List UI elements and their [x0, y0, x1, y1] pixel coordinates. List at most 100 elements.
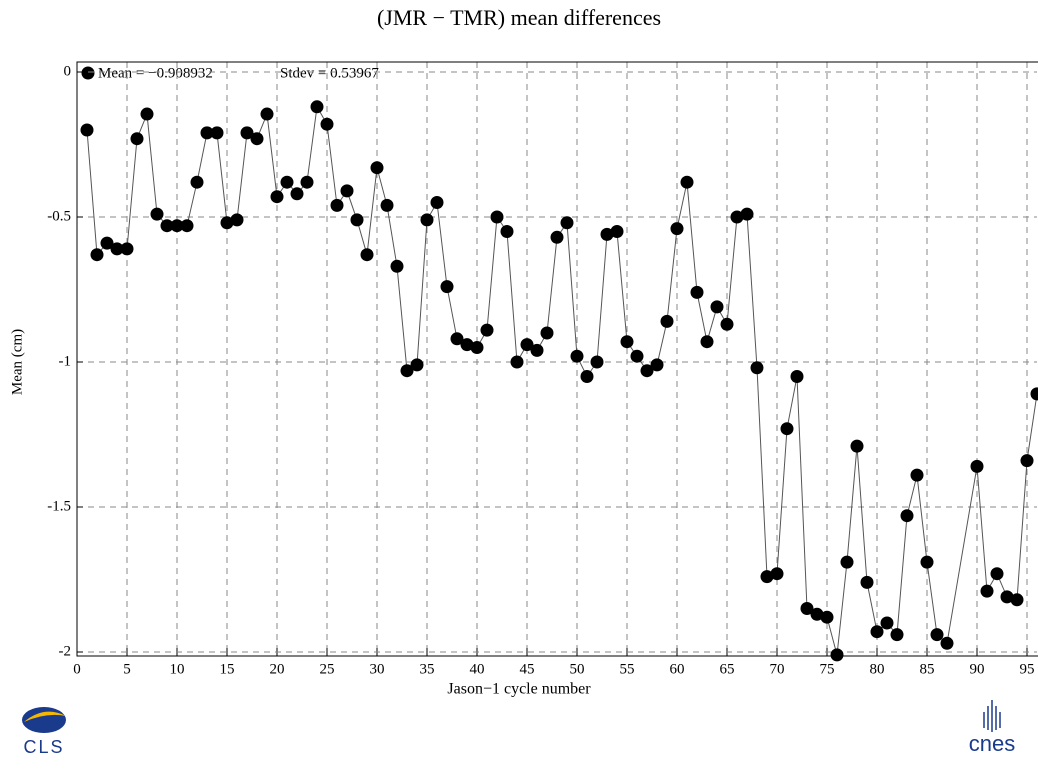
data-point [80, 123, 94, 137]
data-point [710, 300, 724, 314]
data-point [490, 210, 504, 224]
data-point [620, 335, 634, 349]
data-point [180, 219, 194, 233]
data-point [560, 216, 574, 230]
data-point [850, 439, 864, 453]
data-point [580, 370, 594, 383]
data-point [100, 236, 114, 250]
chart-title: (JMR − TMR) mean differences [377, 5, 661, 30]
annotation: Mean = −0.908932 [98, 65, 213, 81]
data-point [460, 338, 474, 352]
data-point [160, 219, 174, 233]
cls-logo: CLS [22, 707, 66, 757]
data-point [330, 198, 344, 212]
logo-text: CLS [23, 737, 64, 757]
data-point [740, 207, 754, 221]
data-point [940, 636, 954, 650]
data-point [90, 248, 104, 262]
data-point [220, 216, 234, 230]
data-point [140, 107, 154, 121]
data-point [480, 323, 494, 337]
y-tick-label: 0 [64, 63, 72, 79]
data-point [380, 198, 394, 212]
data-point [690, 285, 704, 299]
plot-frame [76, 61, 1038, 657]
data-point [390, 259, 404, 273]
data-point [880, 616, 894, 630]
data-point [470, 341, 484, 354]
data-point [590, 355, 604, 369]
data-point [170, 219, 184, 233]
data-point [670, 222, 684, 236]
data-line [86, 105, 1038, 656]
x-tick-label: 40 [470, 661, 485, 677]
data-point [760, 570, 774, 584]
data-point [630, 349, 644, 363]
x-tick-label: 95 [1020, 661, 1035, 677]
data-point [860, 575, 874, 589]
data-point [270, 190, 284, 204]
data-point [420, 213, 434, 227]
data-point [350, 213, 364, 227]
logo-text: cnes [969, 731, 1015, 756]
data-point [770, 567, 784, 581]
data-point [570, 349, 584, 363]
data-point [110, 242, 124, 256]
data-point [130, 132, 144, 146]
data-point [650, 358, 664, 372]
x-tick-label: 60 [670, 661, 685, 677]
cnes-logo: cnes [969, 700, 1015, 756]
data-point [500, 225, 514, 238]
data-point [730, 210, 744, 224]
data-point [540, 326, 554, 340]
data-point [510, 355, 524, 369]
data-point [900, 509, 914, 523]
data-point [430, 196, 444, 209]
x-tick-label: 80 [870, 661, 885, 677]
data-point [190, 175, 204, 189]
data-point [640, 364, 654, 378]
annotation: Stdev = 0.53967 [280, 65, 379, 81]
data-point [820, 610, 834, 624]
data-point [360, 248, 374, 262]
x-axis-label: Jason−1 cycle number [447, 681, 591, 698]
x-tick-label: 10 [170, 661, 185, 677]
data-point [300, 175, 314, 189]
x-tick-label: 30 [370, 661, 385, 677]
data-point [1030, 387, 1038, 401]
x-tick-label: 15 [220, 661, 235, 677]
x-tick-label: 85 [920, 661, 935, 677]
data-point [200, 126, 214, 140]
data-point [810, 607, 824, 621]
data-point [150, 207, 164, 221]
data-point [340, 184, 354, 198]
data-point [680, 175, 694, 189]
data-point [370, 161, 384, 175]
x-tick-label: 90 [970, 661, 985, 677]
data-point [930, 628, 944, 642]
y-tick-label: -0.5 [47, 208, 71, 224]
data-point [550, 230, 564, 244]
x-tick-label: 25 [320, 661, 335, 677]
data-point [610, 225, 624, 238]
x-tick-label: 65 [720, 661, 735, 677]
y-tick-label: -2 [59, 643, 72, 659]
data-point [600, 227, 614, 241]
data-point [440, 280, 454, 294]
x-tick-label: 70 [770, 661, 785, 677]
x-tick-label: 5 [123, 661, 131, 677]
x-tick-label: 0 [73, 661, 81, 677]
data-point [800, 602, 814, 615]
data-point [400, 364, 414, 378]
data-point [1000, 590, 1014, 604]
data-point [660, 314, 674, 328]
data-point [890, 628, 904, 642]
data-point [990, 567, 1004, 581]
data-point [1010, 593, 1024, 607]
data-point [210, 126, 224, 140]
x-tick-label: 55 [620, 661, 635, 677]
data-point [290, 187, 304, 201]
x-tick-label: 50 [570, 661, 585, 677]
data-point [120, 242, 134, 256]
